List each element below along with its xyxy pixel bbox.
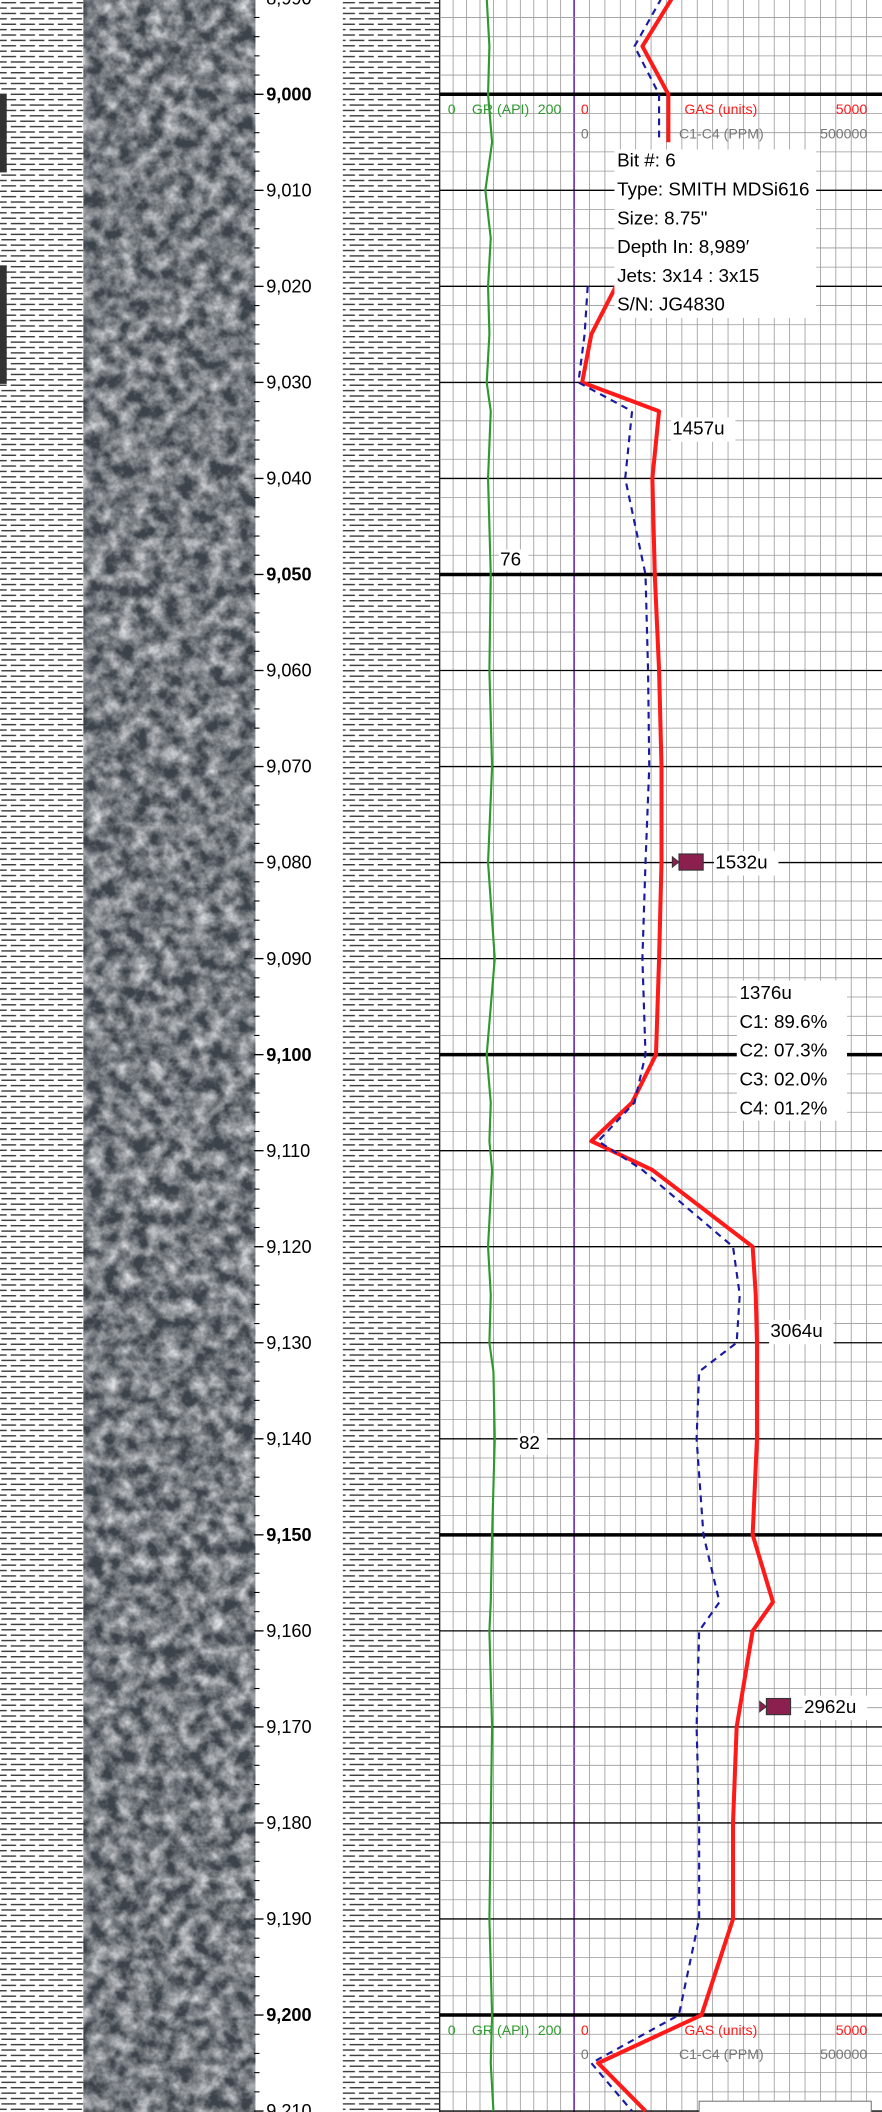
depth-label: 9,120 [266,1237,311,1257]
scale-label: C1-C4 (PPM) [679,2046,764,2062]
annotation: 1532u [715,851,767,872]
cuttings-texture [83,0,256,2112]
scale-label: 5000 [836,2022,868,2038]
curve [484,0,496,2112]
curve [580,0,775,2112]
label-bg [713,851,779,876]
scale-label: 0 [581,2022,589,2038]
legend-box [698,2100,872,2112]
depth-label: 9,180 [266,1813,311,1833]
scale-label: 0 [448,101,456,117]
depth-label: 9,070 [266,757,311,777]
depth-label: 9,170 [266,1717,311,1737]
scale-label: C1-C4 (PPM) [679,125,764,141]
depth-label: 9,190 [266,1909,311,1929]
label-bg [614,149,817,318]
label-bg [769,1320,834,1345]
scale-label: GR (API) [472,101,529,117]
annotation: C3: 02.0% [739,1068,827,1089]
lithology-column [0,0,84,2112]
marker-bar [0,265,7,384]
annotation: Bit #: 6 [617,150,676,171]
lag-icon-arrow [671,855,680,869]
annotation: 82 [519,1432,540,1453]
marker-bar [0,94,7,173]
label-bg [517,1433,548,1455]
scale-label: 0 [581,2046,589,2062]
label-bg [736,980,848,1121]
annotation: 76 [500,548,521,569]
scale-label: 500000 [820,2046,867,2062]
scale-label: 0 [448,2022,456,2038]
lag-icon [678,853,704,871]
label-bg [670,417,736,442]
scale-label: GR (API) [472,2022,529,2038]
annotation: Jets: 3x14 : 3x15 [617,265,759,286]
depth-label: 9,040 [266,469,311,489]
depth-label: 9,010 [266,180,311,200]
lag-icon [765,1697,792,1716]
depth-label: 9,000 [266,84,311,104]
curve [577,0,741,2112]
depth-label: 9,160 [266,1621,311,1641]
depth-label: 9,030 [266,373,311,393]
depth-label: 9,210 [266,2101,311,2112]
annotation: 2962u [804,1696,856,1717]
scale-label: 500000 [820,125,867,141]
annotation: C1: 89.6% [739,1011,827,1032]
annotation: 1457u [672,418,724,439]
lithology-column [342,0,440,2112]
label-bg [498,549,529,572]
depth-label: 9,050 [266,565,311,585]
depth-label: 9,130 [266,1333,311,1353]
depth-label: 9,090 [266,949,311,969]
scale-label: 200 [538,2022,562,2038]
scale-label: 5000 [836,101,868,117]
depth-label: 9,080 [266,853,311,873]
scale-label: GAS (units) [684,2022,757,2038]
depth-label: 9,060 [266,661,311,681]
depth-label: 8,990 [266,0,311,8]
label-bg [802,1695,868,1721]
depth-label: 9,110 [266,1141,310,1161]
depth-label: 9,100 [266,1045,311,1065]
annotation: Size: 8.75" [617,207,707,228]
scale-label: 0 [581,125,589,141]
depth-label: 9,150 [266,1525,311,1545]
scale-label: 200 [538,101,562,117]
lag-icon-arrow [759,1700,768,1713]
annotation: 1376u [739,982,791,1003]
scale-label: GAS (units) [684,101,757,117]
annotation: S/N: JG4830 [617,294,725,315]
depth-label: 9,200 [266,2005,311,2025]
annotation: Type: SMITH MDSi616 [617,178,809,199]
depth-label: 9,140 [266,1429,311,1449]
annotation: 3064u [770,1320,822,1341]
annotation: C2: 07.3% [739,1040,827,1061]
annotation: Depth In: 8,989′ [617,236,750,257]
depth-label: 9,020 [266,276,311,296]
annotation: C4: 01.2% [739,1097,827,1118]
scale-label: 0 [581,101,589,117]
